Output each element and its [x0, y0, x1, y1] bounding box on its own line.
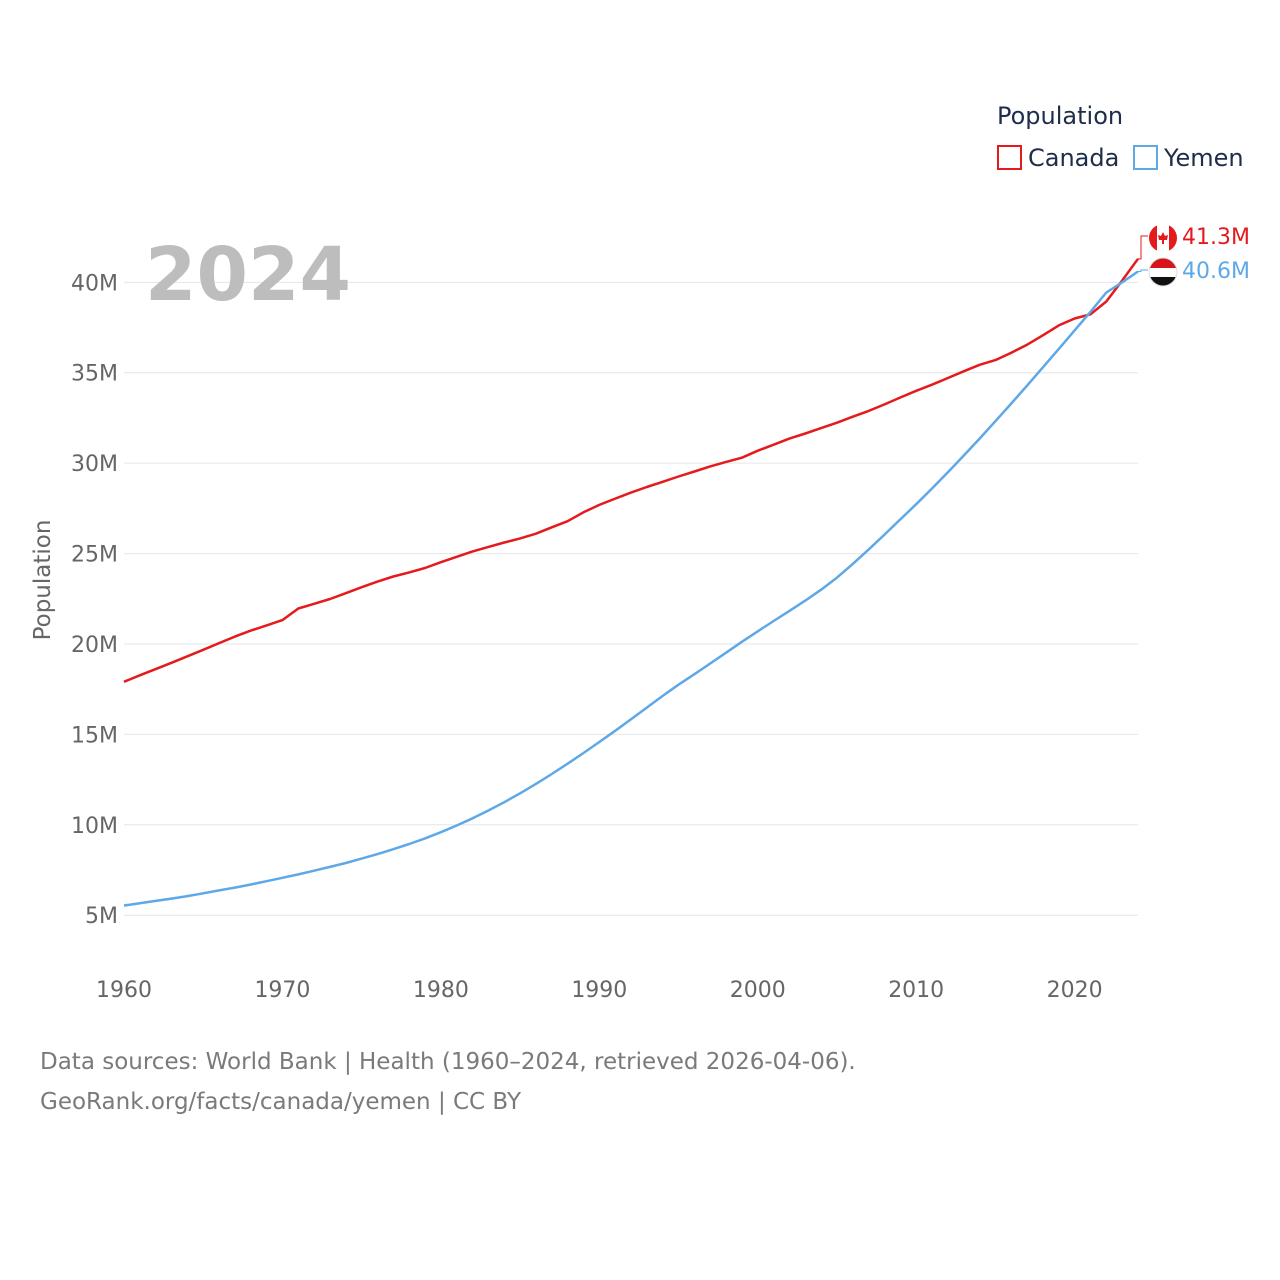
y-axis-label: Population — [30, 520, 56, 641]
population-line-chart: 5M 10M 15M 20M 25M 30M 35M 40M 1960 1970 1980 1990 2… — [30, 102, 1250, 1003]
end-value-label-yemen: 40.6M — [1182, 259, 1250, 284]
y-tick-label: 10M — [71, 814, 118, 839]
end-label-leader — [1138, 235, 1148, 260]
y-tick-label: 30M — [71, 452, 118, 477]
x-tick-label: 2020 — [1047, 978, 1103, 1003]
y-tick-label: 40M — [71, 271, 118, 296]
end-value-label-canada: 41.3M — [1182, 225, 1250, 250]
year-label: 2024 — [145, 232, 351, 318]
y-tick-label: 5M — [85, 904, 118, 929]
data-sources-note: Data sources: World Bank | Health (1960–… — [40, 1049, 856, 1075]
x-tick-label: 2000 — [730, 978, 786, 1003]
x-tick-label: 2010 — [888, 978, 944, 1003]
legend-item-canada: Canada — [1028, 144, 1119, 172]
x-tick-label: 1990 — [571, 978, 627, 1003]
y-tick-label: 15M — [71, 723, 118, 748]
series-line-yemen — [123, 270, 1139, 907]
yemen-flag-border — [1148, 257, 1178, 287]
x-tick-label: 1970 — [254, 978, 310, 1003]
legend-swatch-yemen — [1133, 145, 1158, 170]
x-tick-label: 1960 — [96, 978, 152, 1003]
y-tick-label: 25M — [71, 543, 118, 568]
legend-item-yemen: Yemen — [1163, 144, 1244, 172]
legend-title: Population — [997, 102, 1123, 130]
footer: Data sources: World Bank | Health (1960–… — [40, 1042, 856, 1122]
legend-swatch-canada — [997, 145, 1022, 170]
y-tick-label: 35M — [71, 362, 118, 387]
end-label-leader — [1138, 269, 1148, 272]
x-tick-label: 1980 — [413, 978, 469, 1003]
y-tick-label: 20M — [71, 633, 118, 658]
series-line-canada — [123, 258, 1140, 683]
yemen-flag-icon — [1149, 258, 1177, 286]
canada-flag-icon — [1149, 224, 1177, 252]
license-link[interactable]: GeoRank.org/facts/canada/yemen | CC BY — [40, 1089, 522, 1115]
